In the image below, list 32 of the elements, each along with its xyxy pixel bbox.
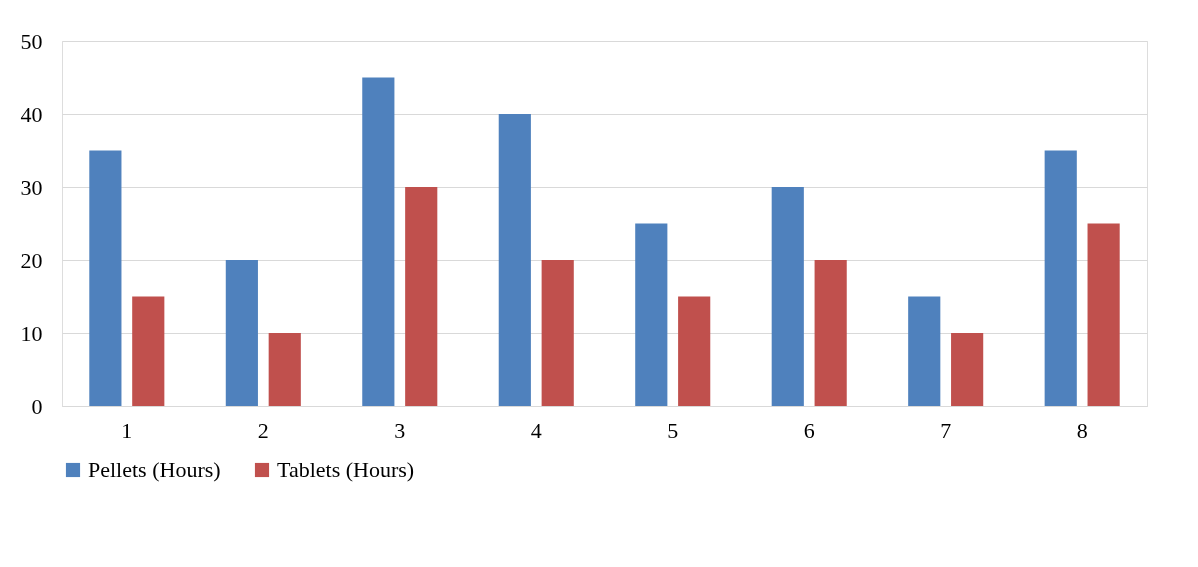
legend-label: Pellets (Hours)	[88, 457, 221, 482]
bar	[362, 77, 395, 406]
bar	[678, 296, 711, 406]
bar	[132, 296, 165, 406]
bar	[1044, 150, 1077, 406]
bar	[814, 260, 847, 406]
bar	[405, 187, 438, 406]
y-tick-label: 0	[31, 393, 43, 419]
bar	[951, 333, 984, 406]
x-tick-label: 7	[940, 417, 952, 443]
y-tick-label: 30	[20, 174, 43, 200]
x-tick-label: 2	[257, 417, 269, 443]
y-tick-label: 40	[20, 101, 43, 127]
y-tick-label: 10	[20, 320, 43, 346]
bar	[498, 114, 531, 406]
y-tick-label: 50	[20, 28, 43, 54]
bar	[635, 223, 668, 406]
x-tick-label: 5	[667, 417, 679, 443]
x-tick-label: 6	[803, 417, 815, 443]
x-tick-label: 3	[394, 417, 406, 443]
x-tick-label: 4	[530, 417, 542, 443]
bar	[89, 150, 122, 406]
bar	[268, 333, 301, 406]
y-tick-label: 20	[20, 247, 43, 273]
x-tick-label: 1	[121, 417, 133, 443]
x-tick-label: 8	[1076, 417, 1088, 443]
bar	[225, 260, 258, 406]
legend-label: Tablets (Hours)	[277, 457, 415, 482]
bar	[771, 187, 804, 406]
bar	[541, 260, 574, 406]
bar	[1087, 223, 1120, 406]
bar	[908, 296, 941, 406]
